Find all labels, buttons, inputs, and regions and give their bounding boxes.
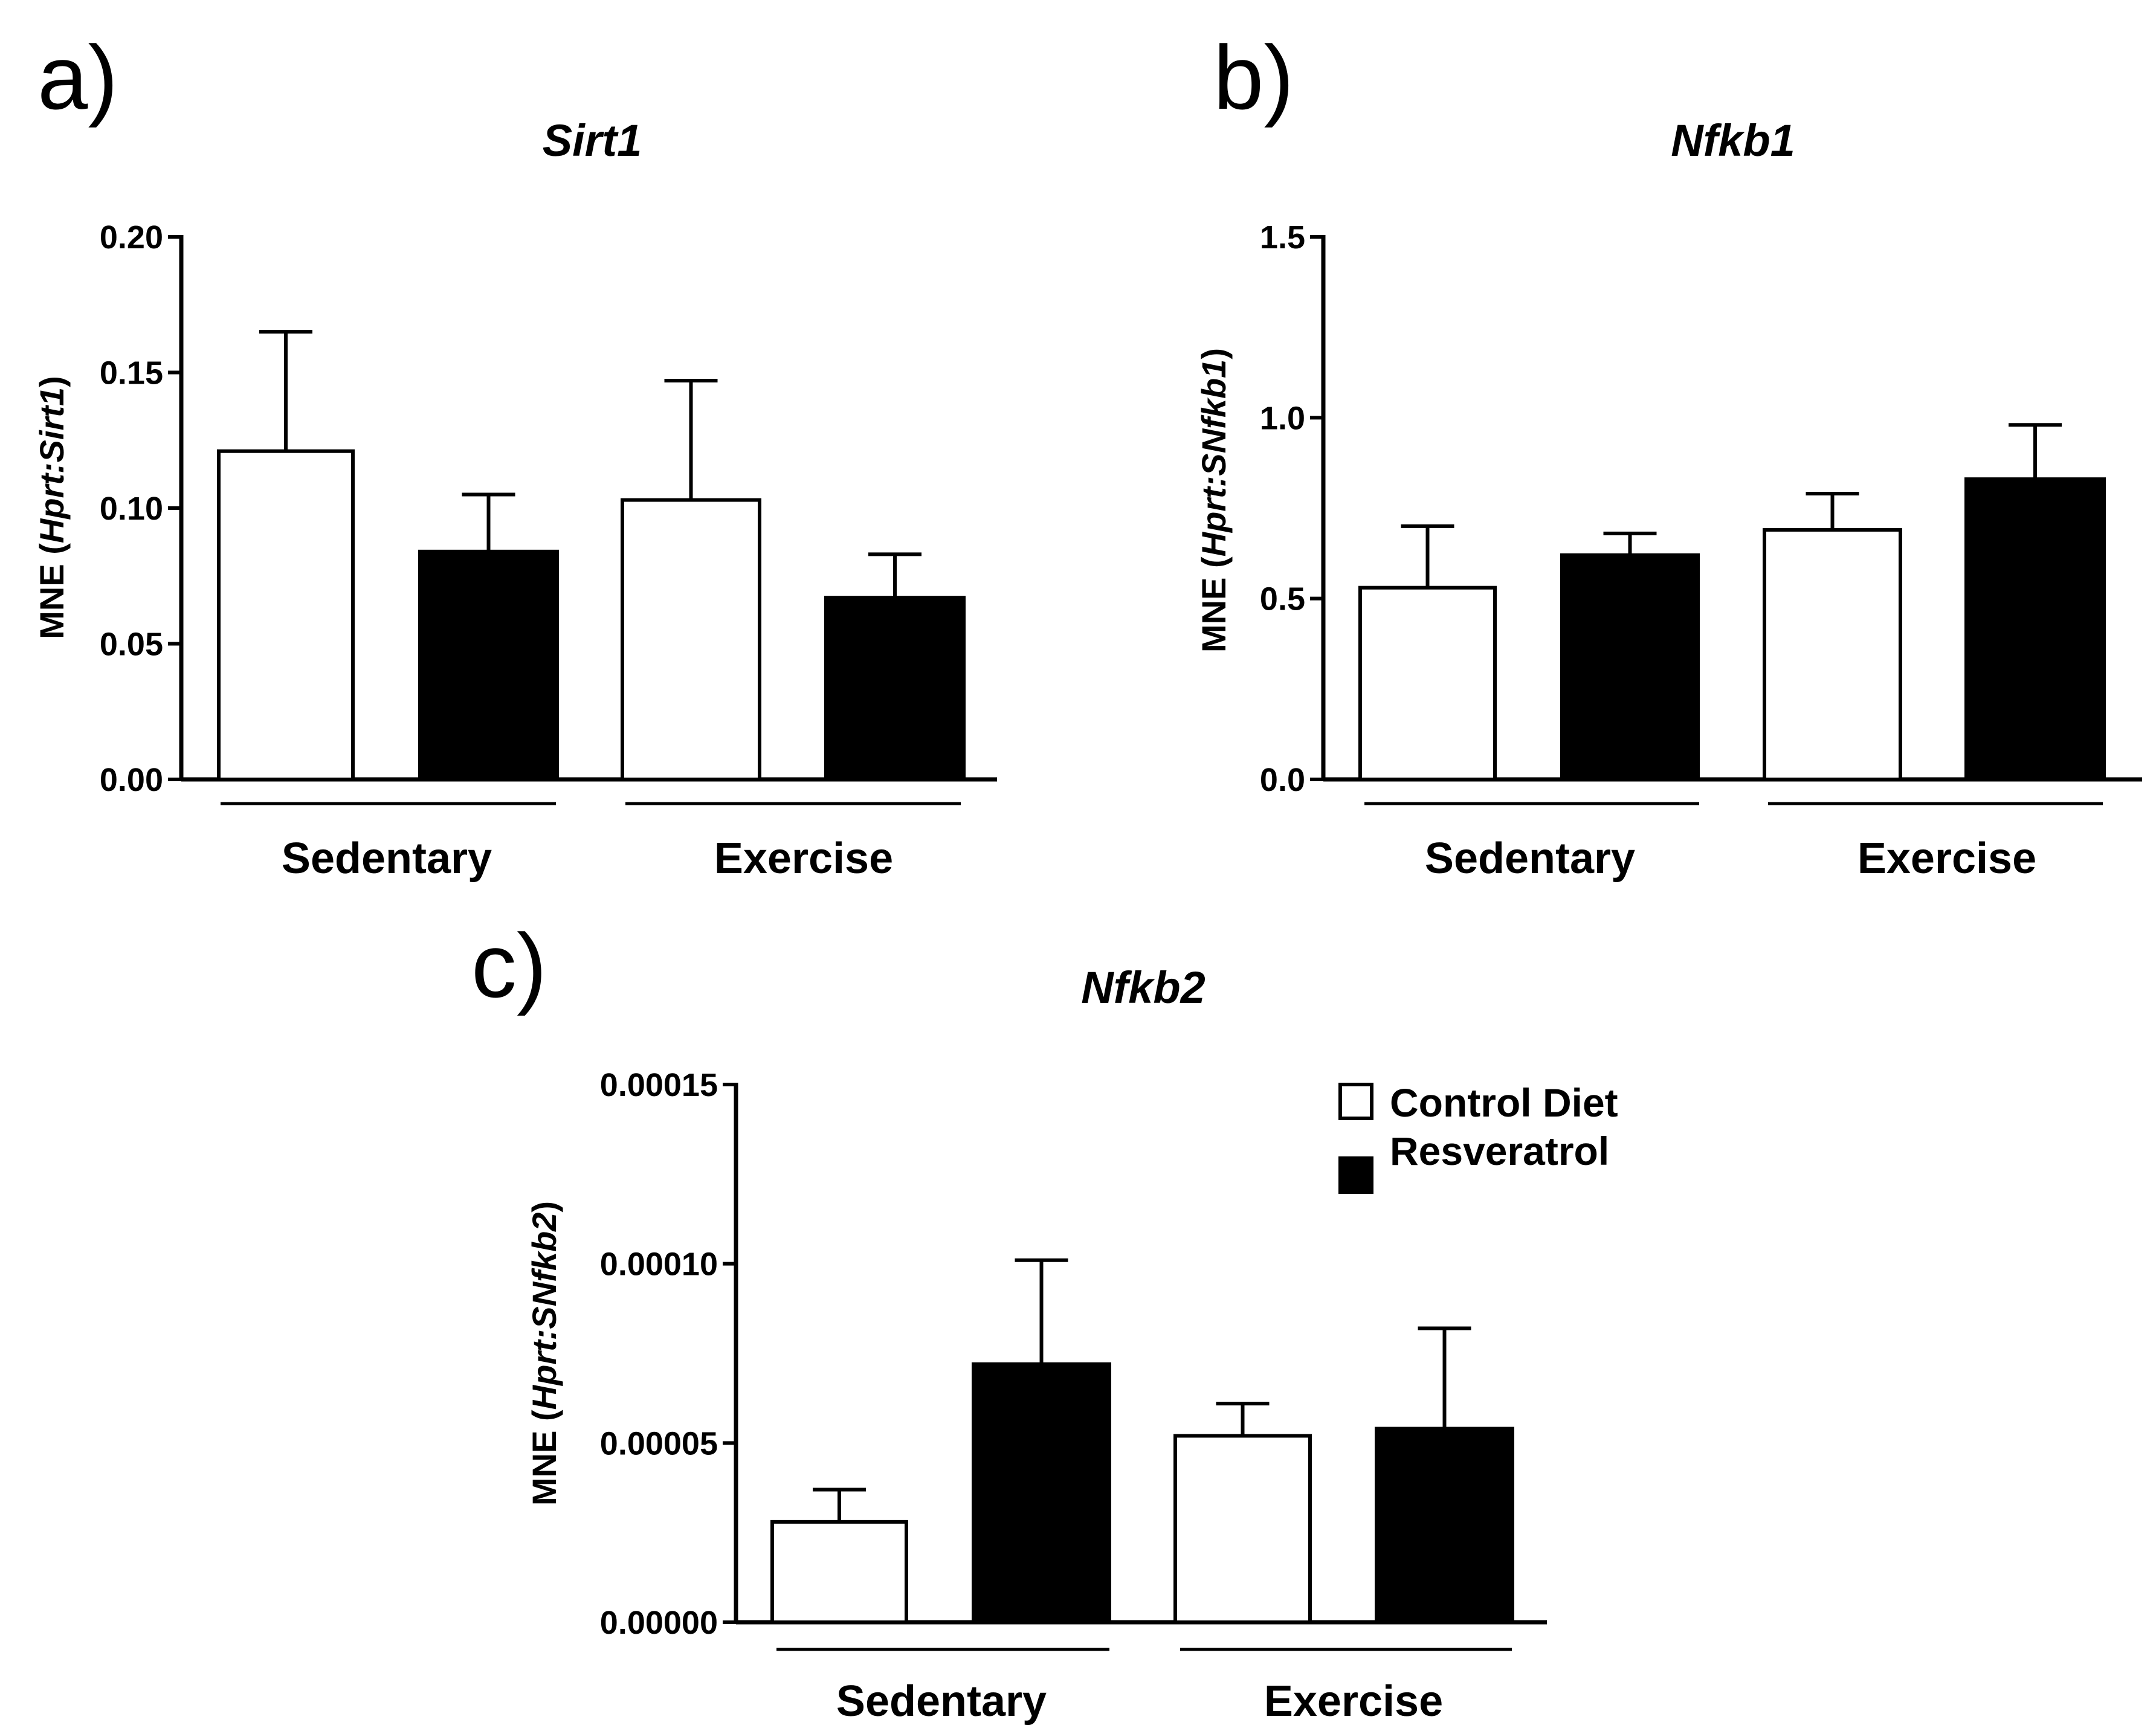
y-axis-label-italic: Hprt:Sirt1	[33, 387, 71, 543]
y-tick-label: 0.10	[100, 491, 163, 527]
bar-exercise-control-diet	[1173, 1434, 1312, 1624]
legend-label-control-diet: Control Diet	[1390, 1080, 1618, 1125]
y-axis-label-italic: Hprt:SNfkb1	[1195, 359, 1233, 557]
group-label-sedentary: Sedentary	[282, 834, 492, 883]
y-axis-label-italic: Hprt:SNfkb2	[525, 1213, 563, 1410]
y-axis-label-prefix: MNE (	[525, 1410, 563, 1506]
bar-sedentary-resveratrol	[418, 549, 559, 782]
y-axis-label: MNE (Hprt:SNfkb1)	[1195, 348, 1233, 653]
panel-3: c) Nfkb2 0.00000 0.00005 0.00010 0.00015 MNE (…	[471, 915, 1618, 1726]
group-label-exercise: Exercise	[714, 834, 893, 883]
bar-exercise-resveratrol	[824, 596, 966, 781]
y-tick-label: 1.0	[1260, 400, 1305, 436]
bar-sedentary-control-diet	[1358, 585, 1497, 781]
y-axis-label: MNE (Hprt:Sirt1)	[33, 376, 71, 639]
panel-2: b) Nfkb1 0.0 0.5 1.0 1.5 MNE (Hprt:SNfkb1) Sede…	[1195, 27, 2142, 883]
y-tick-label: 0.20	[100, 219, 163, 256]
y-axis-label-suffix: )	[1195, 348, 1233, 359]
y-tick-label: 0.00010	[600, 1246, 718, 1283]
group-label-exercise: Exercise	[1264, 1677, 1443, 1726]
legend-label-resveratrol: Resveratrol	[1390, 1129, 1609, 1173]
bar-sedentary-resveratrol	[1560, 553, 1700, 781]
y-axis-label-prefix: MNE (	[33, 543, 71, 639]
y-axis-label: MNE (Hprt:SNfkb2)	[525, 1201, 563, 1506]
panel-letter: a)	[37, 27, 118, 128]
y-tick-label: 0.15	[100, 355, 163, 392]
y-tick-label: 0.00015	[600, 1067, 718, 1103]
bar-exercise-control-diet	[621, 498, 761, 782]
panel-1: a) Sirt1 0.00 0.05 0.10 0.15 0.20 MNE (Hprt:Sir…	[33, 27, 997, 883]
group-label-sedentary: Sedentary	[1425, 834, 1635, 883]
y-tick-label: 0.5	[1260, 581, 1305, 617]
panel-letter: c)	[471, 915, 547, 1016]
y-tick-label: 0.0	[1260, 762, 1305, 798]
panel-letter: b)	[1213, 27, 1294, 128]
y-tick-label: 0.00005	[600, 1425, 718, 1462]
y-tick-label: 0.00	[100, 762, 163, 798]
group-label-sedentary: Sedentary	[836, 1677, 1047, 1726]
y-axis-label-suffix: )	[525, 1201, 563, 1213]
bar-exercise-control-diet	[1763, 527, 1902, 781]
y-tick-label: 0.00000	[600, 1605, 718, 1641]
y-tick-label: 0.05	[100, 627, 163, 663]
bar-sedentary-control-diet	[770, 1520, 908, 1625]
bar-exercise-resveratrol	[1375, 1426, 1514, 1625]
y-tick-label: 1.5	[1260, 219, 1305, 256]
chart-title: Nfkb1	[1671, 115, 1795, 166]
bar-sedentary-resveratrol	[972, 1362, 1111, 1625]
bar-sedentary-control-diet	[217, 449, 355, 781]
group-label-exercise: Exercise	[1857, 834, 2036, 883]
chart-title: Sirt1	[543, 115, 642, 166]
legend-swatch-control-diet	[1338, 1083, 1373, 1120]
chart-title: Nfkb2	[1081, 962, 1205, 1013]
y-axis-label-prefix: MNE (	[1195, 556, 1233, 653]
bar-exercise-resveratrol	[1964, 477, 2106, 782]
legend-swatch-resveratrol	[1338, 1156, 1373, 1194]
y-axis-label-suffix: )	[33, 376, 71, 387]
